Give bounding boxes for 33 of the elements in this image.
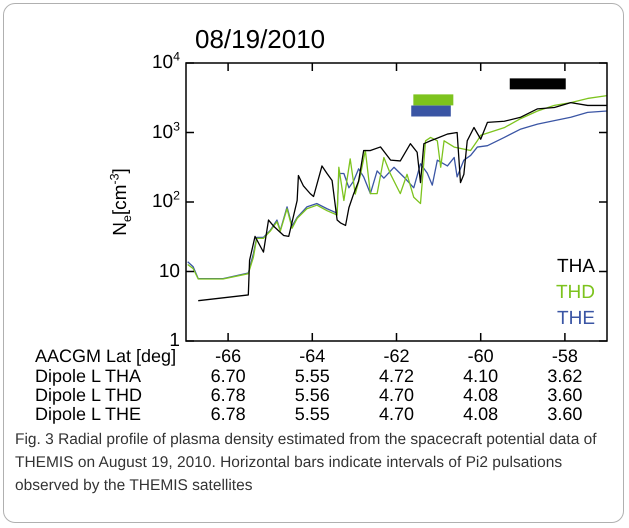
chart-title: 08/19/2010 xyxy=(195,24,326,54)
text: THD xyxy=(556,281,595,305)
text: 3.62 xyxy=(546,365,584,387)
x-tick-label: -64 xyxy=(298,345,326,367)
legend-label: THA xyxy=(557,255,595,279)
text: Dipole L THD xyxy=(35,385,142,406)
x-tick-label: -66 xyxy=(214,345,242,367)
text: 4.70 xyxy=(378,384,416,406)
text: 6.78 xyxy=(210,384,247,406)
x-tick-label: -60 xyxy=(466,345,495,367)
text: 3.60 xyxy=(546,384,584,406)
caption: Fig. 3 Radial profile of plasma density estimated from the spacecraft potential data of THEMIS on August 19, 2010. Horizontal bars indicate intervals of Pi2 pulsations observed by the THEMIS satellites xyxy=(15,430,598,496)
y-tick-label: 10$^{3}$ xyxy=(152,119,180,142)
x-axis-title: AACGM Lat [deg] xyxy=(35,346,176,367)
y-tick-label: 10$^{4}$ xyxy=(152,50,180,73)
text: 6.70 xyxy=(210,365,247,387)
y-tick-label: 10 xyxy=(158,260,180,282)
text: 5.55 xyxy=(294,365,331,387)
y-tick-label: 10$^{2}$ xyxy=(152,188,180,212)
x-tick-label: -62 xyxy=(382,345,410,367)
text: THE xyxy=(557,307,595,331)
text: 6.78 xyxy=(210,403,247,425)
text: 4.08 xyxy=(462,403,500,425)
text: 3.60 xyxy=(546,403,584,425)
text: 5.55 xyxy=(294,403,331,425)
text: 5.56 xyxy=(294,384,331,406)
text: 4.70 xyxy=(378,403,416,425)
text: Dipole L THE xyxy=(35,404,142,425)
text: 4.10 xyxy=(462,365,500,387)
x-tick-label: -58 xyxy=(550,345,579,367)
text: 4.08 xyxy=(462,384,500,406)
text: Dipole L THA xyxy=(35,366,142,387)
text: 4.72 xyxy=(378,365,416,387)
